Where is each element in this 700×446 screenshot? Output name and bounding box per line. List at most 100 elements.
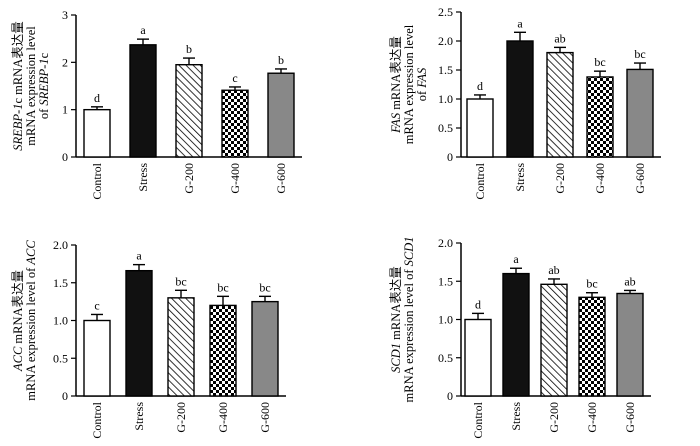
x-tick-label: Control [90, 401, 104, 438]
y-axis-label-segment: of [415, 88, 429, 102]
y-tick-label: 0 [447, 150, 453, 164]
significance-letter: d [94, 91, 100, 105]
bar-g-400 [578, 296, 606, 397]
significance-letter: bc [586, 277, 597, 291]
significance-letter: bc [175, 274, 186, 288]
y-axis-label-line: SREBP-1c mRNA表达量 [11, 21, 25, 151]
x-tick-label: G-200 [174, 402, 188, 433]
y-axis-label-segment: mRNA表达量 [389, 266, 403, 343]
bar-g-400 [221, 89, 249, 158]
y-tick-label: 1.5 [438, 274, 453, 288]
bar-stress [506, 40, 534, 158]
x-tick-label: G-200 [182, 163, 196, 194]
bar-g-200 [546, 51, 574, 158]
x-tick-label: G-600 [274, 163, 288, 194]
significance-letter: bc [259, 280, 270, 294]
y-axis-label-segment: mRNA expression level [402, 24, 416, 144]
y-axis-label-segment: SCD1 [389, 343, 403, 373]
y-axis-label-line: of SREBP-1c [37, 52, 51, 119]
y-tick-label: 1 [62, 103, 68, 117]
y-tick-label: 2 [62, 55, 68, 69]
bar-g-400 [209, 304, 237, 397]
chart-panel-2: 0 0.5 1.0 1.5 2.0 2.5 d Control a Stress ab G-200 bc… [389, 5, 661, 200]
y-axis-label-line: mRNA expression level [24, 26, 38, 146]
bar-stress [125, 269, 153, 397]
y-tick-label: 1.0 [438, 92, 453, 106]
significance-letter: c [94, 298, 99, 312]
y-tick-label: 0 [62, 150, 68, 164]
y-axis-label-line: mRNA expression level [402, 24, 416, 144]
y-tick-label: 0 [62, 389, 68, 403]
bar-g-200 [540, 283, 568, 397]
bar-control [83, 319, 111, 397]
y-tick-label: 1.0 [53, 314, 68, 328]
y-axis-label-line: mRNA expression level of SCD1 [402, 237, 416, 403]
bar-g-400 [586, 76, 614, 158]
significance-letter: a [513, 252, 519, 266]
y-axis-label-segment: mRNA expression level [24, 26, 38, 146]
x-tick-label: Stress [136, 163, 150, 192]
bar-control [466, 98, 494, 158]
x-tick-label: Control [90, 162, 104, 199]
bar-g-200 [167, 297, 195, 397]
x-tick-label: G-400 [228, 163, 242, 194]
x-tick-label: G-400 [593, 163, 607, 194]
significance-letter: a [136, 249, 142, 263]
bar-g-600 [251, 300, 279, 397]
x-tick-label: G-600 [623, 402, 637, 433]
significance-letter: c [232, 71, 237, 85]
y-axis-label-segment: SCD1 [402, 237, 416, 267]
y-tick-label: 3 [62, 8, 68, 22]
y-axis-label-segment: ACC [11, 346, 25, 372]
x-tick-label: G-400 [216, 402, 230, 433]
x-tick-label: G-600 [633, 163, 647, 194]
y-axis-label-segment: mRNA表达量 [389, 36, 403, 113]
bar-g-600 [267, 72, 295, 158]
x-tick-label: Stress [132, 402, 146, 431]
significance-letter: a [140, 23, 146, 37]
y-axis-label-segment: c [37, 52, 51, 58]
y-tick-label: 0.5 [438, 121, 453, 135]
significance-letter: ab [554, 31, 565, 45]
bar-g-200 [175, 63, 203, 158]
y-axis-label-segment: mRNA expression level of [402, 266, 416, 402]
significance-letter: bc [634, 47, 645, 61]
y-axis-label-line: FAS mRNA表达量 [389, 36, 403, 134]
chart-panel-3: 0 0.5 1.0 1.5 2.0 c Control a Stress bc G-200 bc G-4… [11, 238, 286, 439]
significance-letter: b [278, 53, 284, 67]
bar-stress [502, 272, 530, 397]
bar-stress [129, 44, 157, 158]
y-axis-label-segment: mRNA expression level of [24, 265, 38, 401]
y-axis-label-line: ACC mRNA表达量 [11, 270, 25, 372]
y-axis-label-segment: mRNA表达量 [11, 270, 25, 347]
y-axis-label-segment: c mRNA表达量 [11, 21, 25, 103]
significance-letter: bc [594, 55, 605, 69]
y-tick-label: 2.0 [53, 238, 68, 252]
chart-panel-4: 0 0.5 1.0 1.5 2.0 d Control a Stress ab G-200 bc G-4… [389, 236, 651, 439]
x-tick-label: Control [473, 162, 487, 199]
x-tick-label: Control [471, 401, 485, 438]
bar-control [83, 108, 111, 158]
y-tick-label: 2.5 [438, 5, 453, 19]
y-tick-label: 1.5 [438, 63, 453, 77]
y-tick-label: 0.5 [53, 351, 68, 365]
significance-letter: ab [548, 263, 559, 277]
y-tick-label: 0.5 [438, 351, 453, 365]
significance-letter: d [475, 297, 481, 311]
significance-letter: ab [624, 274, 635, 288]
y-axis-label-segment: ACC [24, 240, 38, 266]
y-axis-label-line: SCD1 mRNA表达量 [389, 266, 403, 373]
y-tick-label: 2.0 [438, 236, 453, 250]
y-axis-label-segment: SREBP-1 [37, 58, 51, 105]
chart-panel-1: 0 1 2 3 d Control a Stress b G-200 c G-400 b G-600 SRE… [11, 8, 302, 200]
y-axis-label-segment: FAS [389, 112, 403, 134]
significance-letter: d [477, 79, 483, 93]
significance-letter: b [186, 42, 192, 56]
y-tick-label: 1.0 [438, 313, 453, 327]
x-tick-label: G-200 [553, 163, 567, 194]
y-tick-label: 2.0 [438, 34, 453, 48]
y-axis-label-line: of FAS [415, 67, 429, 101]
x-tick-label: Stress [509, 402, 523, 431]
y-axis-label-line: mRNA expression level of ACC [24, 240, 38, 401]
